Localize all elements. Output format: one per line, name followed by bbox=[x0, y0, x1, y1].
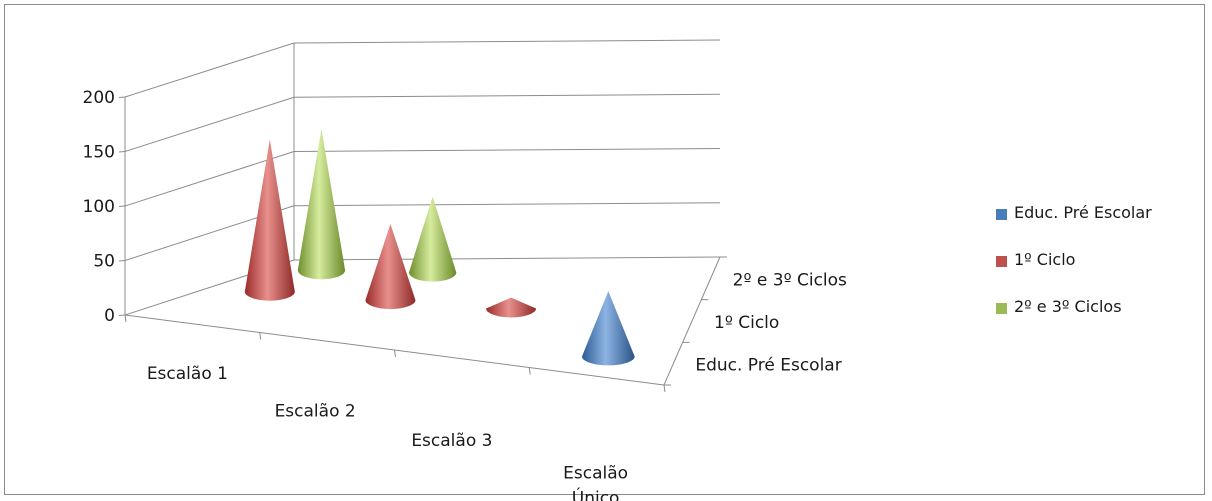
y-tick bbox=[118, 205, 126, 207]
y-tick-label: 150 bbox=[83, 143, 115, 163]
y-tick bbox=[118, 96, 126, 98]
x-tick bbox=[124, 314, 127, 323]
gridline-side bbox=[124, 151, 295, 207]
cone-mark bbox=[581, 291, 635, 366]
x-tick-label: Escalão 3 bbox=[411, 431, 492, 451]
x-tick bbox=[259, 332, 262, 340]
gridline-back bbox=[293, 39, 721, 44]
y-tick bbox=[118, 260, 126, 262]
gridline-side bbox=[124, 42, 295, 98]
gridline-back bbox=[293, 202, 721, 207]
y-tick bbox=[118, 314, 126, 316]
legend-item: 1º Ciclo bbox=[996, 248, 1206, 295]
y-tick bbox=[118, 151, 126, 153]
x-tick-label: Escalão 1 bbox=[147, 364, 228, 384]
legend-label: Educ. Pré Escolar bbox=[1014, 203, 1152, 222]
cone-mark bbox=[486, 297, 537, 318]
floor-edge bbox=[663, 256, 721, 386]
cone-mark bbox=[408, 196, 457, 282]
x-tick bbox=[528, 367, 531, 375]
y-tick-label: 100 bbox=[83, 197, 115, 217]
y-tick-label: 0 bbox=[104, 306, 115, 326]
depth-tick-label: 2º e 3º Ciclos bbox=[733, 270, 847, 290]
cone-1-0 bbox=[244, 139, 295, 301]
x-tick-label: Escalão Único bbox=[563, 463, 628, 501]
cone-1-2 bbox=[486, 297, 537, 318]
legend-label: 2º e 3º Ciclos bbox=[1014, 297, 1122, 316]
x-tick bbox=[663, 384, 666, 393]
legend-item: Educ. Pré Escolar bbox=[996, 201, 1206, 248]
gridline-back bbox=[293, 256, 721, 261]
y-tick-label: 50 bbox=[93, 252, 115, 272]
gridline-back bbox=[293, 148, 721, 152]
cone-2-1 bbox=[408, 196, 457, 282]
cone-2-0 bbox=[297, 129, 346, 280]
legend-swatch-pre-escolar bbox=[996, 209, 1007, 220]
cone-1-1 bbox=[365, 223, 416, 310]
cone-0-3 bbox=[581, 291, 635, 366]
x-tick bbox=[394, 349, 396, 358]
cone-mark bbox=[365, 223, 416, 310]
x-tick-label: Escalão 2 bbox=[275, 401, 356, 421]
legend-swatch-1-ciclo bbox=[996, 256, 1007, 267]
depth-tick-label: Educ. Pré Escolar bbox=[695, 356, 841, 376]
legend: Educ. Pré Escolar 1º Ciclo 2º e 3º Ciclo… bbox=[996, 201, 1206, 342]
y-tick-label: 200 bbox=[83, 88, 115, 108]
gridline-back bbox=[293, 93, 721, 98]
legend-swatch-2-3-ciclos bbox=[996, 303, 1007, 314]
legend-label: 1º Ciclo bbox=[1014, 250, 1076, 269]
gridline-side bbox=[124, 96, 295, 152]
cone-mark bbox=[244, 139, 295, 301]
legend-item: 2º e 3º Ciclos bbox=[996, 295, 1206, 342]
depth-tick-label: 1º Ciclo bbox=[714, 313, 779, 333]
chart-area bbox=[4, 4, 1205, 495]
cone-mark bbox=[297, 129, 346, 280]
